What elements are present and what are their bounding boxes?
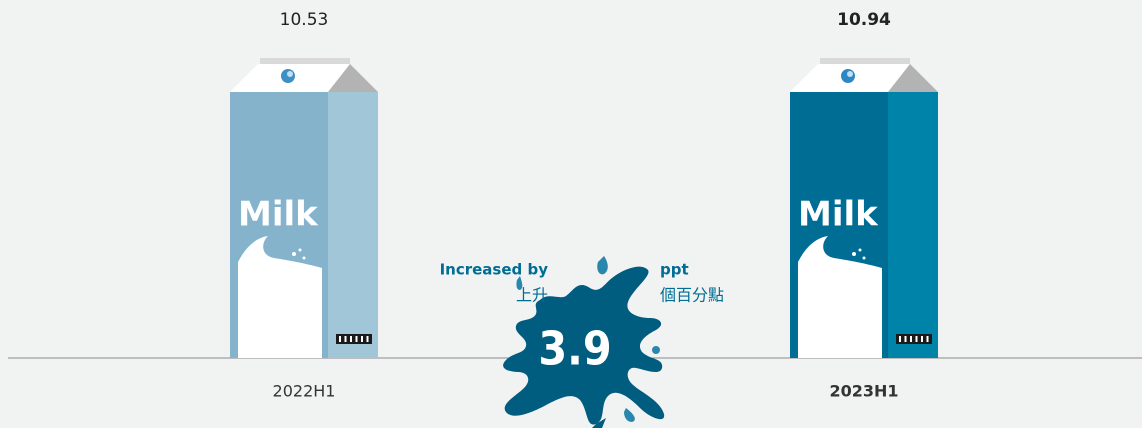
value-label: 10.94 bbox=[837, 10, 891, 30]
carton-panel bbox=[238, 236, 322, 358]
category-label: 2023H1 bbox=[829, 382, 898, 401]
change-prefix-en: Increased by bbox=[440, 261, 549, 279]
droplet bbox=[516, 276, 523, 290]
splash-dot bbox=[858, 248, 862, 252]
splash-blob bbox=[503, 266, 665, 425]
barcode-gap bbox=[350, 336, 352, 342]
value-label: 10.53 bbox=[280, 10, 329, 30]
carton-text: Milk bbox=[238, 195, 319, 235]
barcode-gap bbox=[899, 336, 901, 342]
splash-dot bbox=[302, 256, 306, 260]
droplet bbox=[597, 256, 608, 275]
barcode-gap bbox=[921, 336, 923, 342]
barcode-gap bbox=[915, 336, 918, 342]
barcode bbox=[336, 334, 372, 344]
barcode-gap bbox=[910, 336, 912, 342]
carton-cap-shine bbox=[847, 71, 853, 77]
splash-dot bbox=[292, 252, 296, 256]
carton-roof-side bbox=[888, 64, 938, 92]
carton-side bbox=[328, 92, 378, 358]
milk-carton: Milk bbox=[790, 58, 938, 358]
carton-text: Milk bbox=[798, 195, 879, 235]
droplet bbox=[624, 408, 635, 422]
change-unit-zh: 個百分點 bbox=[660, 286, 724, 305]
splash-dot bbox=[862, 256, 866, 260]
carton-panel bbox=[798, 236, 882, 358]
barcode bbox=[896, 334, 932, 344]
carton-cap-shine bbox=[287, 71, 293, 77]
splash bbox=[503, 256, 665, 428]
barcode-gap bbox=[366, 336, 369, 342]
change-unit-en: ppt bbox=[660, 261, 689, 279]
carton-side bbox=[888, 92, 938, 358]
milk-carton: Milk bbox=[230, 58, 378, 358]
splash-dot bbox=[298, 248, 302, 252]
change-prefix-zh: 上升 bbox=[516, 286, 548, 305]
carton-top bbox=[260, 58, 350, 66]
barcode-gap bbox=[904, 336, 907, 342]
droplet bbox=[592, 418, 606, 428]
carton-top bbox=[820, 58, 910, 66]
barcode-gap bbox=[339, 336, 341, 342]
barcode-gap bbox=[355, 336, 358, 342]
carton-roof-side bbox=[328, 64, 378, 92]
droplet bbox=[652, 346, 660, 354]
splash-dot bbox=[852, 252, 856, 256]
barcode-gap bbox=[344, 336, 347, 342]
barcode-gap bbox=[361, 336, 363, 342]
barcode-gap bbox=[926, 336, 929, 342]
change-value: 3.9 bbox=[538, 322, 611, 376]
category-label: 2022H1 bbox=[273, 382, 336, 401]
